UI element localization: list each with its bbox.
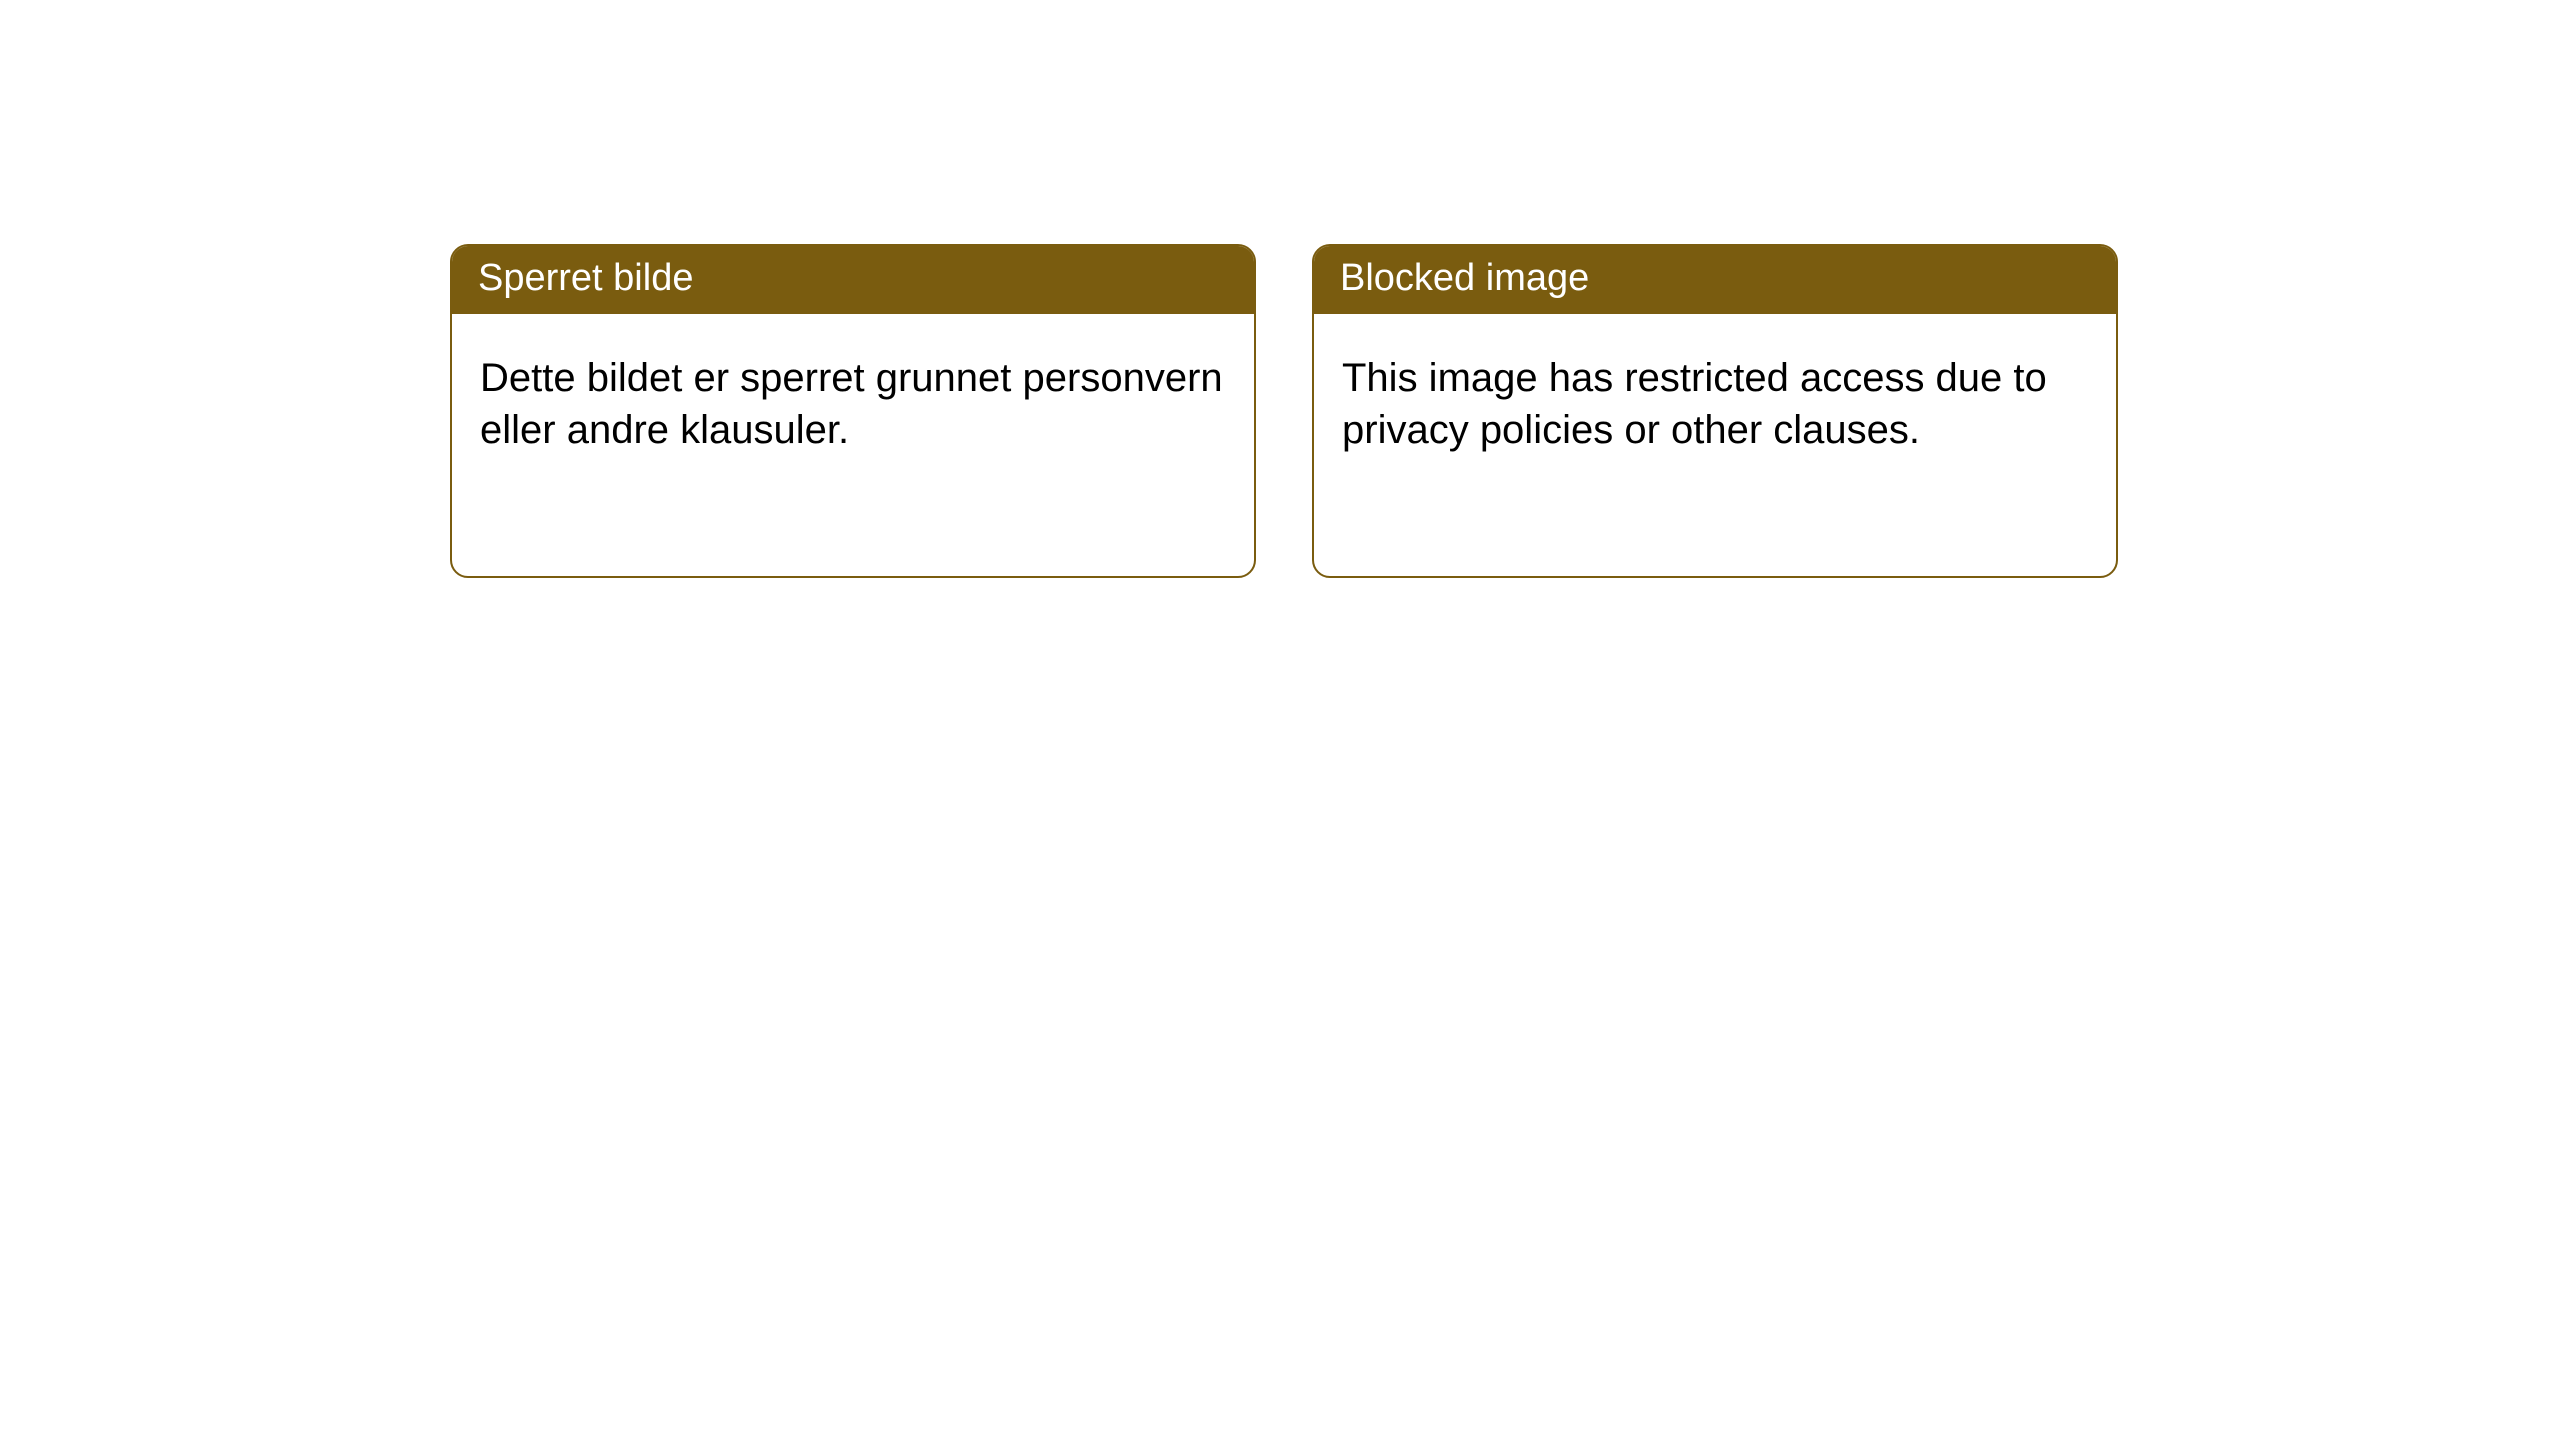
notice-header: Blocked image (1314, 246, 2116, 314)
notice-container: Sperret bilde Dette bildet er sperret gr… (0, 0, 2560, 578)
notice-body: This image has restricted access due to … (1314, 314, 2116, 476)
notice-header: Sperret bilde (452, 246, 1254, 314)
notice-body: Dette bildet er sperret grunnet personve… (452, 314, 1254, 476)
notice-card-english: Blocked image This image has restricted … (1312, 244, 2118, 578)
notice-card-norwegian: Sperret bilde Dette bildet er sperret gr… (450, 244, 1256, 578)
